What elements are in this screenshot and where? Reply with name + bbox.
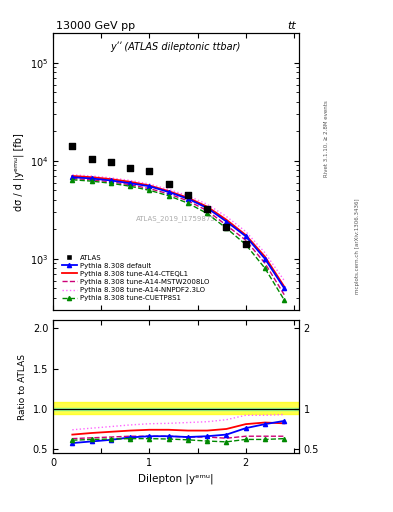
- Text: 13000 GeV pp: 13000 GeV pp: [55, 20, 135, 31]
- Pythia 8.308 tune-A14-NNPDF2.3LO: [128, 177, 132, 183]
- Pythia 8.308 tune-A14-NNPDF2.3LO: [89, 173, 94, 179]
- Pythia 8.308 tune-A14-CTEQL1: [263, 253, 267, 260]
- Line: Pythia 8.308 default: Pythia 8.308 default: [70, 175, 286, 290]
- ATLAS: [223, 223, 230, 231]
- Text: ATLAS_2019_I1759875: ATLAS_2019_I1759875: [136, 216, 216, 222]
- ATLAS: [204, 205, 210, 214]
- Pythia 8.308 tune-A14-NNPDF2.3LO: [243, 228, 248, 234]
- ATLAS: [242, 240, 249, 248]
- Pythia 8.308 tune-A14-MSTW2008LO: [70, 176, 75, 182]
- Pythia 8.308 default: [166, 189, 171, 195]
- Pythia 8.308 tune-A14-CTEQL1: [282, 284, 286, 290]
- Pythia 8.308 tune-A14-CTEQL1: [185, 195, 190, 201]
- Line: Pythia 8.308 tune-A14-NNPDF2.3LO: Pythia 8.308 tune-A14-NNPDF2.3LO: [72, 175, 284, 281]
- Pythia 8.308 tune-A14-NNPDF2.3LO: [263, 250, 267, 256]
- Pythia 8.308 tune-A14-CTEQL1: [224, 217, 229, 223]
- Pythia 8.308 tune-A14-CTEQL1: [108, 176, 113, 182]
- ATLAS: [165, 180, 172, 188]
- Pythia 8.308 tune-CUETP8S1: [243, 241, 248, 247]
- Pythia 8.308 tune-CUETP8S1: [70, 177, 75, 183]
- Pythia 8.308 tune-A14-NNPDF2.3LO: [70, 172, 75, 178]
- X-axis label: Dilepton |yᵉᵐᵘ|: Dilepton |yᵉᵐᵘ|: [138, 474, 214, 484]
- Text: mcplots.cern.ch [arXiv:1306.3436]: mcplots.cern.ch [arXiv:1306.3436]: [355, 198, 360, 293]
- Pythia 8.308 default: [185, 196, 190, 202]
- Pythia 8.308 default: [70, 174, 75, 180]
- Pythia 8.308 tune-A14-CTEQL1: [205, 204, 209, 210]
- ATLAS: [69, 142, 75, 151]
- Pythia 8.308 tune-A14-CTEQL1: [70, 173, 75, 179]
- Pythia 8.308 tune-A14-CTEQL1: [243, 232, 248, 238]
- Pythia 8.308 tune-A14-CTEQL1: [166, 188, 171, 194]
- Pythia 8.308 tune-A14-MSTW2008LO: [224, 222, 229, 228]
- Pythia 8.308 default: [128, 180, 132, 186]
- Pythia 8.308 tune-A14-NNPDF2.3LO: [224, 214, 229, 220]
- Pythia 8.308 default: [108, 177, 113, 183]
- Pythia 8.308 tune-A14-MSTW2008LO: [185, 198, 190, 204]
- Pythia 8.308 tune-CUETP8S1: [89, 178, 94, 184]
- Pythia 8.308 tune-A14-MSTW2008LO: [147, 185, 152, 191]
- Y-axis label: dσ / d |yᵉᵐᵘ| [fb]: dσ / d |yᵉᵐᵘ| [fb]: [14, 133, 24, 210]
- Text: Rivet 3.1.10, ≥ 2.8M events: Rivet 3.1.10, ≥ 2.8M events: [324, 100, 329, 177]
- ATLAS: [146, 167, 152, 176]
- Text: yʹʹ (ATLAS dileptonic ttbar): yʹʹ (ATLAS dileptonic ttbar): [111, 41, 241, 52]
- Pythia 8.308 tune-A14-MSTW2008LO: [263, 260, 267, 266]
- Pythia 8.308 tune-A14-NNPDF2.3LO: [166, 186, 171, 193]
- Pythia 8.308 tune-A14-MSTW2008LO: [128, 182, 132, 188]
- Line: Pythia 8.308 tune-CUETP8S1: Pythia 8.308 tune-CUETP8S1: [70, 178, 286, 302]
- Pythia 8.308 tune-CUETP8S1: [166, 193, 171, 199]
- Pythia 8.308 tune-A14-NNPDF2.3LO: [205, 201, 209, 207]
- Pythia 8.308 tune-A14-CTEQL1: [128, 179, 132, 185]
- Pythia 8.308 tune-A14-MSTW2008LO: [205, 207, 209, 214]
- ATLAS: [127, 164, 133, 172]
- Bar: [53, 409, 299, 410]
- Pythia 8.308 default: [282, 285, 286, 291]
- Pythia 8.308 default: [263, 255, 267, 262]
- Pythia 8.308 tune-CUETP8S1: [128, 183, 132, 189]
- ATLAS: [185, 190, 191, 199]
- Line: Pythia 8.308 tune-A14-CTEQL1: Pythia 8.308 tune-A14-CTEQL1: [72, 176, 284, 287]
- Pythia 8.308 default: [89, 176, 94, 182]
- ATLAS: [108, 158, 114, 166]
- Pythia 8.308 tune-A14-NNPDF2.3LO: [147, 181, 152, 187]
- Pythia 8.308 tune-CUETP8S1: [108, 180, 113, 186]
- Bar: [53, 402, 299, 414]
- Pythia 8.308 default: [224, 219, 229, 225]
- Pythia 8.308 tune-A14-CTEQL1: [89, 174, 94, 180]
- Pythia 8.308 tune-A14-NNPDF2.3LO: [185, 193, 190, 199]
- Pythia 8.308 tune-CUETP8S1: [224, 225, 229, 231]
- Pythia 8.308 default: [147, 183, 152, 189]
- Pythia 8.308 tune-CUETP8S1: [185, 200, 190, 206]
- Pythia 8.308 default: [243, 233, 248, 239]
- Pythia 8.308 tune-CUETP8S1: [263, 265, 267, 271]
- Pythia 8.308 tune-A14-CTEQL1: [147, 182, 152, 188]
- Pythia 8.308 tune-A14-NNPDF2.3LO: [108, 175, 113, 181]
- Legend: ATLAS, Pythia 8.308 default, Pythia 8.308 tune-A14-CTEQL1, Pythia 8.308 tune-A14: ATLAS, Pythia 8.308 default, Pythia 8.30…: [59, 252, 212, 304]
- Line: Pythia 8.308 tune-A14-MSTW2008LO: Pythia 8.308 tune-A14-MSTW2008LO: [72, 179, 284, 295]
- Text: tt: tt: [287, 20, 296, 31]
- Pythia 8.308 tune-CUETP8S1: [205, 210, 209, 217]
- Pythia 8.308 tune-A14-MSTW2008LO: [166, 191, 171, 197]
- Pythia 8.308 tune-A14-NNPDF2.3LO: [282, 278, 286, 284]
- Pythia 8.308 tune-CUETP8S1: [147, 187, 152, 194]
- ATLAS: [88, 155, 95, 163]
- Pythia 8.308 tune-A14-MSTW2008LO: [243, 237, 248, 243]
- Pythia 8.308 default: [205, 205, 209, 211]
- Pythia 8.308 tune-A14-MSTW2008LO: [108, 179, 113, 185]
- Pythia 8.308 tune-A14-MSTW2008LO: [282, 292, 286, 298]
- Pythia 8.308 tune-A14-MSTW2008LO: [89, 177, 94, 183]
- Y-axis label: Ratio to ATLAS: Ratio to ATLAS: [18, 354, 27, 420]
- Pythia 8.308 tune-CUETP8S1: [282, 297, 286, 303]
